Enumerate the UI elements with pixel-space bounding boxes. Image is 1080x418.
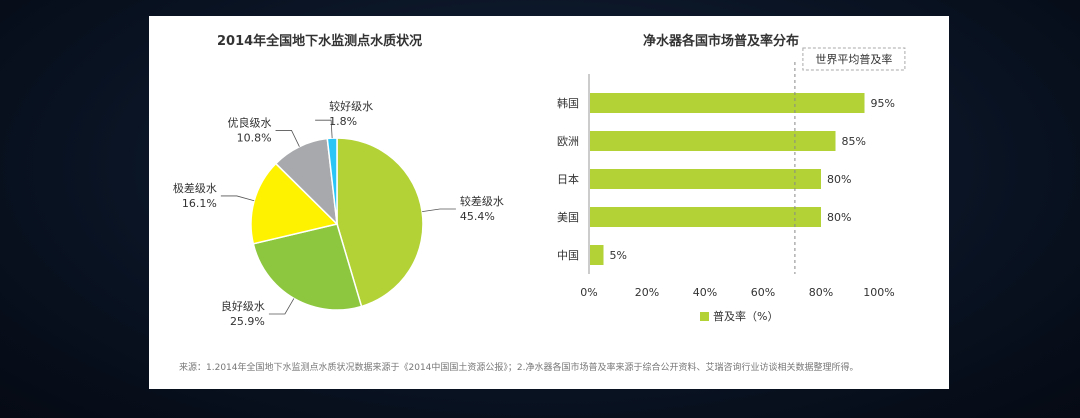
x-tick-label: 40% [693, 286, 717, 299]
bar-chart-title: 净水器各国市场普及率分布 [643, 34, 800, 49]
bar [590, 245, 604, 265]
water-quality-pie-chart: 较差级水 45.4% 良好级水 25.9% 极差级水 16.1% 优良级水 10.8% 较好级水… [173, 99, 504, 328]
pie-slice-label: 较差级水 [460, 194, 504, 208]
bar-value-label: 85% [842, 135, 866, 148]
report-card: 2014年全国地下水监测点水质状况 净水器各国市场普及率分布 较差级水 45.4%… [149, 16, 949, 389]
pie-leader-line [422, 208, 456, 213]
x-tick-label: 60% [751, 286, 775, 299]
pie-slice-value: 25.9% [230, 315, 265, 328]
bar-category-label: 韩国 [557, 96, 579, 110]
pie-slice-label: 较好级水 [329, 99, 373, 113]
reference-line-label: 世界平均普及率 [815, 52, 892, 66]
x-tick-label: 0% [580, 286, 597, 299]
bar-value-label: 80% [827, 211, 851, 224]
pie-slice-label: 优良级水 [228, 115, 272, 129]
bar-value-label: 5% [610, 249, 627, 262]
pie-leader-line [268, 298, 295, 315]
bar-category-label: 中国 [557, 249, 579, 262]
bar-value-label: 95% [871, 97, 895, 110]
pie-slice-label: 极差级水 [173, 181, 217, 195]
pie-slice-value: 10.8% [237, 131, 272, 144]
pie-slice [252, 223, 363, 311]
bar [590, 93, 865, 113]
bar [590, 207, 821, 227]
source-note: 来源：1.2014年全国地下水监测点水质状况数据来源于《2014中国国土资源公报… [179, 363, 859, 373]
pie-leader-line [220, 195, 255, 202]
bar-category-label: 美国 [557, 211, 579, 224]
pie-slice-value: 16.1% [182, 197, 217, 210]
bar-category-label: 欧洲 [557, 135, 579, 148]
legend-swatch [700, 312, 709, 321]
pie-leader-line [275, 130, 300, 147]
bar [590, 169, 821, 189]
pie-chart-title: 2014年全国地下水监测点水质状况 [217, 34, 423, 49]
pie-slice-value: 1.8% [329, 115, 357, 128]
pie-leader-line [315, 119, 333, 139]
bar-value-label: 80% [827, 173, 851, 186]
x-tick-label: 100% [863, 286, 894, 299]
x-tick-label: 80% [809, 286, 833, 299]
pie-slice [326, 137, 338, 225]
pie-slice [336, 137, 424, 308]
x-tick-label: 20% [635, 286, 659, 299]
purifier-penetration-bar-chart: 韩国 95% 欧洲 85% 日本 80% 美国 80% 中国 5% 0% 20% 40% 60% 80% 10… [557, 47, 906, 323]
pie-slice-value: 45.4% [460, 210, 495, 223]
bar-category-label: 日本 [557, 172, 579, 186]
bar [590, 131, 836, 151]
pie-slice-label: 良好级水 [221, 299, 265, 313]
legend-label: 普及率（%） [713, 309, 778, 323]
